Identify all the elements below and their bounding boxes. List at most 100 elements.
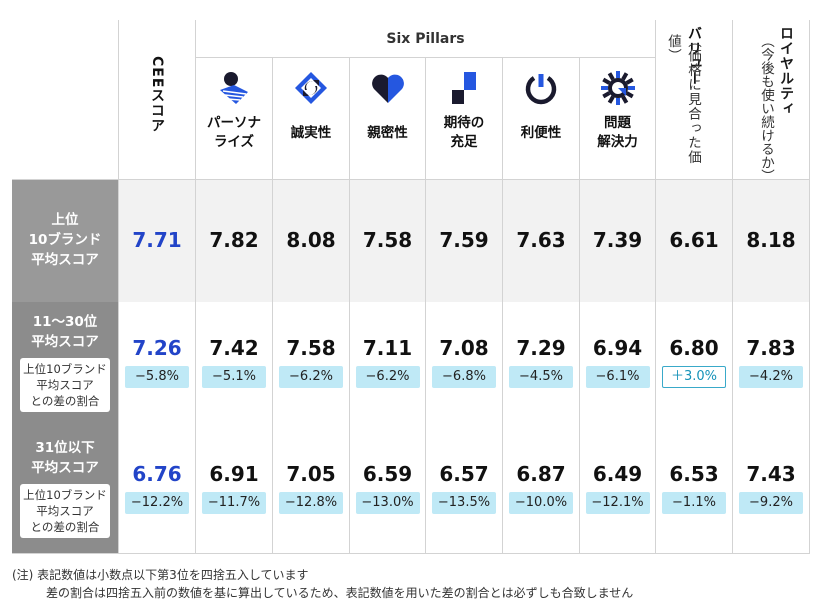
score-value: 6.94 (592, 336, 643, 360)
value-header: バリュー (655, 20, 732, 179)
loyalty-header-sub: （今後も使い続けるか） (758, 34, 774, 183)
score-value: 6.80 (669, 336, 719, 360)
diff-badge: ＋3.0% (662, 366, 726, 388)
score-value: 8.18 (746, 228, 796, 252)
row-label-line: 平均スコア (31, 460, 99, 476)
score-value: 7.59 (439, 228, 489, 252)
cee-score-value: 6.76 (132, 462, 182, 486)
loyalty-header-wrap: ロイヤルティ （今後も使い続けるか） (732, 20, 810, 183)
pillar-label-line-1: 利便性 (520, 125, 562, 141)
row-label-1: 上位 10ブランド 平均スコア (12, 180, 118, 302)
diff-badge: −4.2% (739, 366, 803, 388)
row-label-line: 平均スコア (31, 252, 99, 268)
table-cell: 6.94 −6.1% (579, 302, 655, 428)
table-cell: 7.29 −4.5% (502, 302, 579, 428)
table-cell: 7.08 −6.8% (425, 302, 502, 428)
loyalty-header-label: ロイヤルティ (778, 26, 794, 116)
convenience-icon (503, 70, 579, 106)
pillar-label-line-1: パーソナ (207, 115, 261, 131)
table-cell: 7.58 (349, 180, 425, 302)
pillar-label: 期待の 充足 (426, 114, 502, 152)
pillar-label: 誠実性 (273, 124, 349, 143)
table-cell: 6.87 −10.0% (502, 428, 579, 553)
footnote-1: (注) 表記数値は小数点以下第3位を四捨五入しています (12, 568, 309, 582)
pillar-label: パーソナ ライズ (196, 114, 272, 152)
table-cell: 6.53 −1.1% (655, 428, 732, 553)
score-value: 6.59 (362, 462, 413, 486)
diff-badge: −6.1% (585, 366, 650, 388)
header-divider (12, 179, 810, 180)
integrity-icon (273, 70, 349, 106)
table-cell: 7.11 −6.2% (349, 302, 425, 428)
table-cell: 6.80 ＋3.0% (655, 302, 732, 428)
diff-badge: −11.7% (202, 492, 266, 514)
row-label-3: 31位以下 平均スコア 上位10ブランド 平均スコア との差の割合 (12, 428, 118, 553)
score-value: 7.42 (209, 336, 259, 360)
row-label-line: 上位 (51, 212, 79, 228)
row-sublabel-line: との差の割合 (30, 394, 100, 408)
table-cell: 6.59 −13.0% (349, 428, 425, 553)
score-value: 7.11 (362, 336, 413, 360)
diff-badge: −5.1% (202, 366, 266, 388)
table-cell: 7.63 (502, 180, 579, 302)
score-value: 7.58 (362, 228, 413, 252)
score-value: 7.83 (746, 336, 796, 360)
diff-badge: −13.5% (432, 492, 496, 514)
table-cell: 7.43 −9.2% (732, 428, 810, 553)
personalize-icon (196, 70, 272, 106)
row-label-line: 平均スコア (31, 334, 99, 350)
table-cell: 7.71 (118, 180, 195, 302)
diff-badge: −4.5% (509, 366, 573, 388)
value-header-sub-wrap: （価格に見合った価値） (655, 20, 732, 179)
expectation-icon (426, 70, 502, 106)
diff-badge: −6.2% (279, 366, 343, 388)
score-value: 6.53 (669, 462, 719, 486)
score-value: 6.49 (592, 462, 643, 486)
score-value: 6.57 (439, 462, 489, 486)
table-cell: 6.49 −12.1% (579, 428, 655, 553)
table-cell: 6.61 (655, 180, 732, 302)
footnotes: (注) 表記数値は小数点以下第3位を四捨五入しています 差の割合は四捨五入前の数… (12, 566, 633, 602)
pillar-header-5: 利便性 (502, 58, 579, 179)
value-header-sub: （価格に見合った価値） (665, 34, 701, 165)
row-label-line: 10ブランド (28, 232, 102, 248)
footnote-2: 差の割合は四捨五入前の数値を基に算出しているため、表記数値を用いた差の割合とは必… (46, 586, 634, 600)
pillar-header-4: 期待の 充足 (425, 58, 502, 179)
diff-badge: −10.0% (509, 492, 573, 514)
table-cell: 7.42 −5.1% (195, 302, 272, 428)
pillar-header-6: 問題 解決力 (579, 58, 655, 179)
score-value: 6.61 (669, 228, 719, 252)
loyalty-header (732, 20, 810, 179)
table-row: 6.76 −12.2% 6.91 −11.7% 7.05 −12.8% 6.59 −13.0%… (118, 428, 810, 553)
pillar-label-line-1: 問題 (604, 115, 631, 131)
score-value: 6.87 (516, 462, 566, 486)
row-divider (12, 553, 810, 554)
row-label-line: 31位以下 (35, 440, 95, 456)
score-value: 7.63 (516, 228, 566, 252)
pillar-header-1: パーソナ ライズ (195, 58, 272, 179)
row-label-line: 11〜30位 (32, 314, 98, 330)
diff-badge: −6.2% (355, 366, 420, 388)
pillar-label-line-1: 期待の (443, 115, 485, 131)
pillar-header-2: 誠実性 (272, 58, 349, 179)
diff-badge: −12.8% (279, 492, 343, 514)
diff-badge: −5.8% (125, 366, 189, 388)
row-sublabel-line: との差の割合 (30, 520, 100, 534)
row-sublabel-line: 平均スコア (36, 504, 94, 518)
table-cell: 6.76 −12.2% (118, 428, 195, 553)
intimacy-icon (350, 70, 425, 106)
diff-badge: −1.1% (662, 492, 726, 514)
table-cell: 7.58 −6.2% (272, 302, 349, 428)
diff-badge: −12.1% (585, 492, 650, 514)
six-pillars-title: Six Pillars (195, 20, 655, 58)
score-value: 7.29 (516, 336, 566, 360)
row-sublabel-line: 上位10ブランド (23, 488, 107, 502)
pillar-label-line-2: 充足 (450, 134, 478, 150)
row-sublabel-line: 上位10ブランド (23, 362, 107, 376)
cee-header: CEEスコア (118, 20, 195, 179)
score-value: 6.91 (209, 462, 259, 486)
value-header-label: バリュー (686, 26, 702, 86)
table-row: 7.71 7.82 8.08 7.58 7.59 7.63 7.39 6.61 8.18 (118, 180, 810, 302)
table-cell: 7.26 −5.8% (118, 302, 195, 428)
table-cell: 7.39 (579, 180, 655, 302)
